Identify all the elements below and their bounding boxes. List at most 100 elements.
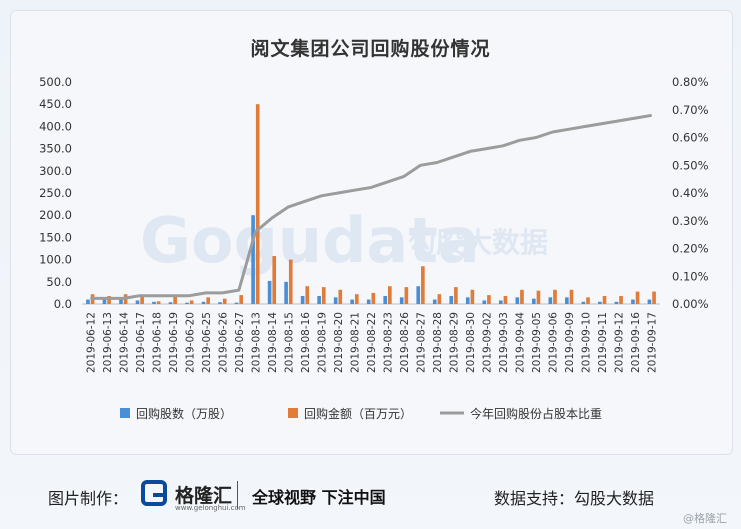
bar-amount <box>602 296 607 304</box>
bar-amount <box>189 300 194 304</box>
bar-amount <box>520 289 524 304</box>
bar-amount <box>652 291 656 304</box>
bar-amount <box>619 296 623 304</box>
bar-amount <box>388 286 392 304</box>
bar-shares <box>234 302 239 304</box>
bar-shares <box>465 297 470 304</box>
legend-shares-label: 回购股数（万股） <box>136 406 232 421</box>
bar-shares <box>532 298 536 304</box>
made-by-label: 图片制作： <box>48 489 129 508</box>
x-tick-label: 2019-06-26 <box>217 312 229 373</box>
x-tick-label: 2019-06-27 <box>234 312 246 373</box>
bar-shares <box>152 301 156 304</box>
bar-amount <box>288 259 293 304</box>
bar-shares <box>119 299 123 304</box>
y-right-tick-label: 0.20% <box>672 242 709 256</box>
bar-shares <box>251 215 255 304</box>
x-tick-label: 2019-09-17 <box>647 312 659 373</box>
chart-title: 阅文集团公司回购股份情况 <box>250 38 491 60</box>
chart-card <box>10 10 733 455</box>
legend-shares-swatch <box>120 408 130 418</box>
bar-amount <box>140 296 144 304</box>
bar-amount <box>354 294 359 304</box>
watermark-brand-cn: 勾股大数据 <box>408 226 548 259</box>
x-tick-label: 2019-09-05 <box>531 312 543 373</box>
corner-watermark: @格隆汇 <box>683 512 727 525</box>
y-left-tick-label: 0.0 <box>54 297 72 311</box>
bar-amount <box>107 296 111 304</box>
x-tick-label: 2019-09-16 <box>630 312 642 373</box>
gelonghui-logo: 格隆汇 www.gelonghui.com <box>141 477 301 513</box>
x-tick-label: 2019-08-16 <box>300 312 312 373</box>
bar-shares <box>168 302 173 304</box>
bar-amount <box>470 289 475 304</box>
bar-shares <box>383 296 388 304</box>
x-tick-label: 2019-08-13 <box>250 312 262 373</box>
bar-amount <box>487 295 491 304</box>
x-tick-label: 2019-08-30 <box>465 312 477 373</box>
x-tick-label: 2019-08-19 <box>316 312 328 373</box>
bar-shares <box>548 297 553 304</box>
y-left-tick-label: 400.0 <box>39 119 72 133</box>
bar-shares <box>581 301 586 304</box>
bar-amount <box>404 287 409 304</box>
footer: 图片制作： 格隆汇 www.gelonghui.com 全球视野 下注中国 数据… <box>0 470 741 520</box>
x-tick-label: 2019-08-27 <box>416 312 428 373</box>
y-left-tick-label: 100.0 <box>39 253 72 267</box>
y-right-tick-label: 0.60% <box>672 131 709 145</box>
x-tick-label: 2019-09-03 <box>498 312 510 373</box>
x-tick-label: 2019-08-22 <box>366 312 378 373</box>
bar-shares <box>515 297 520 304</box>
x-tick-label: 2019-06-19 <box>168 312 180 373</box>
bar-amount <box>503 296 508 304</box>
bar-shares <box>614 301 619 304</box>
x-tick-label: 2019-06-17 <box>135 312 147 373</box>
y-left-tick-label: 350.0 <box>39 142 72 156</box>
bar-shares <box>631 299 635 304</box>
x-tick-label: 2019-09-04 <box>515 312 527 373</box>
gelonghui-logo-icon <box>141 480 167 506</box>
bar-amount <box>454 287 458 304</box>
x-tick-label: 2019-09-02 <box>482 312 494 373</box>
bar-shares <box>399 297 404 304</box>
y-left-tick-label: 250.0 <box>39 186 72 200</box>
y-right-tick-label: 0.70% <box>672 103 709 117</box>
bar-amount <box>553 289 557 304</box>
bar-amount <box>437 294 442 304</box>
bar-amount <box>635 291 640 304</box>
x-tick-label: 2019-09-06 <box>548 312 560 373</box>
y-left-tick-label: 300.0 <box>39 164 72 178</box>
bar-amount <box>586 297 590 304</box>
y-right-tick-label: 0.00% <box>672 297 709 311</box>
bar-amount <box>206 297 210 304</box>
bar-amount <box>371 292 376 304</box>
logo-text: 格隆汇 <box>175 485 233 507</box>
x-tick-label: 2019-08-15 <box>283 312 295 373</box>
bar-shares <box>86 299 90 304</box>
y-right-tick-label: 0.80% <box>672 75 709 89</box>
y-right-tick-label: 0.30% <box>672 214 709 228</box>
bar-shares <box>300 296 305 304</box>
bar-shares <box>267 280 272 304</box>
bar-amount <box>536 290 541 304</box>
x-tick-label: 2019-08-20 <box>333 312 345 373</box>
x-tick-label: 2019-06-14 <box>118 312 130 373</box>
bar-shares <box>565 297 569 304</box>
y-left-tick-label: 50.0 <box>46 275 72 289</box>
bar-amount <box>305 286 310 304</box>
footer-divider <box>237 481 238 509</box>
y-left-tick-label: 200.0 <box>39 208 72 222</box>
x-tick-label: 2019-06-12 <box>85 312 97 373</box>
bar-shares <box>416 286 421 304</box>
bar-shares <box>185 302 189 304</box>
bar-amount <box>173 296 177 304</box>
y-right-tick-label: 0.50% <box>672 158 709 172</box>
x-tick-label: 2019-06-25 <box>201 312 213 373</box>
y-left-tick-label: 150.0 <box>39 230 72 244</box>
logo-url: www.gelonghui.com <box>175 504 246 512</box>
legend-ratio-label: 今年回购股份占股本比重 <box>470 406 602 421</box>
bar-amount <box>239 295 244 304</box>
x-tick-label: 2019-09-09 <box>564 312 576 373</box>
y-right-tick-label: 0.10% <box>672 269 709 283</box>
